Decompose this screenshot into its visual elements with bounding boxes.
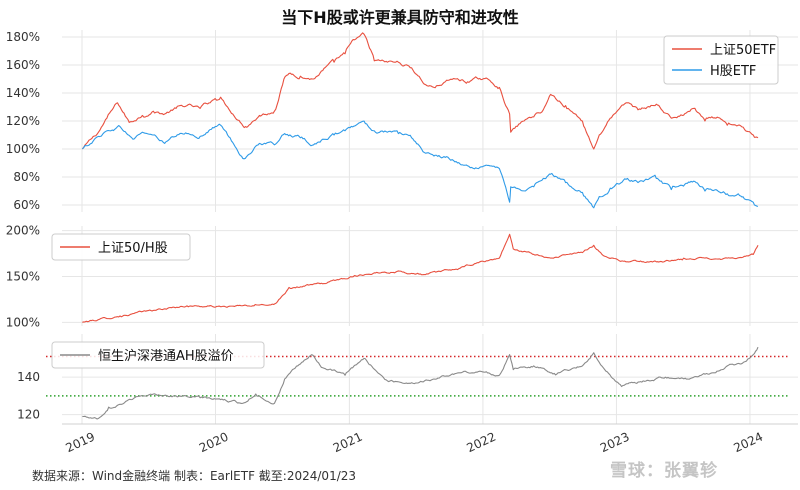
legend-box [663,35,779,85]
y-tick-label: 100% [6,142,40,156]
legend-box [51,233,191,261]
y-tick-label: 160% [6,58,40,72]
y-tick-label: 180% [6,30,40,44]
watermark: 雪球：张翼轸 [610,461,718,481]
y-tick-label: 200% [6,224,40,238]
y-tick-label: 150% [6,269,40,283]
y-tick-label: 80% [13,170,40,184]
chart-title: 当下H股或许更兼具防守和进攻性 [281,8,519,27]
legend-box [51,341,265,369]
y-tick-label: 120% [6,114,40,128]
series-line [81,32,759,150]
y-tick-label: 140 [17,370,40,384]
legend-label: 上证50/H股 [98,241,168,256]
x-tick-label: 2019 [64,430,98,456]
source-note: 数据来源：Wind金融终端 制表：EarlETF 截至:2024/01/23 [32,469,357,483]
legend-label: 恒生沪深港通AH股溢价 [98,348,234,364]
y-tick-label: 60% [13,198,40,212]
y-tick-label: 100% [6,315,40,329]
series-line [82,233,759,323]
x-tick-label: 2020 [197,430,231,456]
series-line [81,120,759,209]
legend-label: H股ETF [710,64,756,79]
legend-label: 上证50ETF [710,43,776,58]
x-tick-label: 2022 [464,430,498,456]
x-tick-label: 2024 [731,430,765,456]
y-tick-label: 120 [17,408,40,422]
y-tick-label: 140% [6,86,40,100]
series-line [82,346,759,420]
x-tick-label: 2021 [331,430,365,456]
x-tick-label: 2023 [598,430,632,456]
